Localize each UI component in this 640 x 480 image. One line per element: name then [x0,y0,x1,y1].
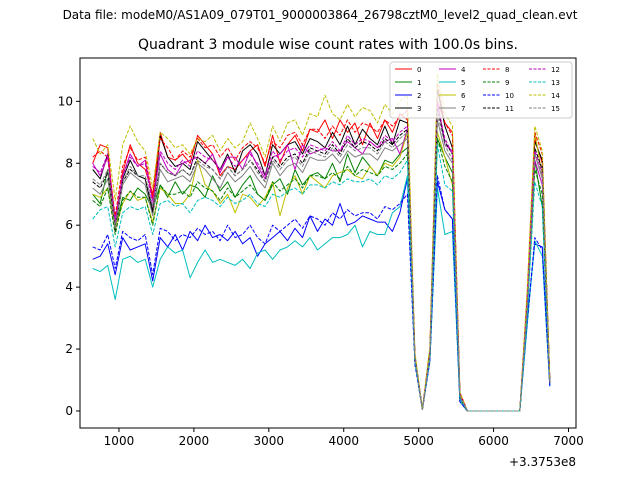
legend-label-4: 4 [461,66,466,74]
x-tick-label: 1000 [104,434,135,448]
y-tick-label: 6 [65,218,73,232]
axes-frame [79,57,577,429]
legend-label-1: 1 [417,79,421,87]
x-tick-label: 2000 [179,434,210,448]
y-tick-label: 4 [65,280,73,294]
legend-label-10: 10 [505,92,514,100]
series-line-10 [92,175,551,412]
chart-title: Quadrant 3 module wise count rates with … [138,37,518,53]
y-tick-label: 8 [65,156,73,170]
figure-suptitle: Data file: modeM0/AS1A09_079T01_90000038… [63,8,578,22]
series-line-8 [92,82,551,412]
legend-label-9: 9 [505,79,509,87]
legend-label-8: 8 [505,66,509,74]
legend-label-0: 0 [417,66,421,74]
legend-frame [389,61,573,119]
legend-label-12: 12 [551,66,560,74]
legend-label-13: 13 [551,79,560,87]
x-tick-label: 6000 [478,434,509,448]
series-layer [92,73,551,412]
y-tick-label: 10 [58,94,73,108]
legend-label-3: 3 [417,105,421,113]
axis-ticks: 1000 2000 3000 4000 5000 6000 7000 0 2 4 6 8 10 [58,94,584,448]
x-tick-label: 3000 [254,434,285,448]
x-tick-label: 7000 [553,434,584,448]
y-tick-label: 2 [65,342,73,356]
y-tick-label: 0 [65,404,73,418]
series-line-12 [92,103,551,412]
legend-label-5: 5 [461,79,465,87]
legend-label-14: 14 [551,92,560,100]
series-line-13 [92,144,551,412]
legend-label-11: 11 [505,105,514,113]
legend-label-2: 2 [417,92,421,100]
legend-label-15: 15 [551,105,560,113]
series-line-15 [92,113,551,412]
x-tick-label: 4000 [328,434,359,448]
x-offset-label: +3.3753e8 [509,455,576,469]
legend-label-6: 6 [461,92,466,100]
x-tick-label: 5000 [403,434,434,448]
legend-label-7: 7 [461,105,465,113]
